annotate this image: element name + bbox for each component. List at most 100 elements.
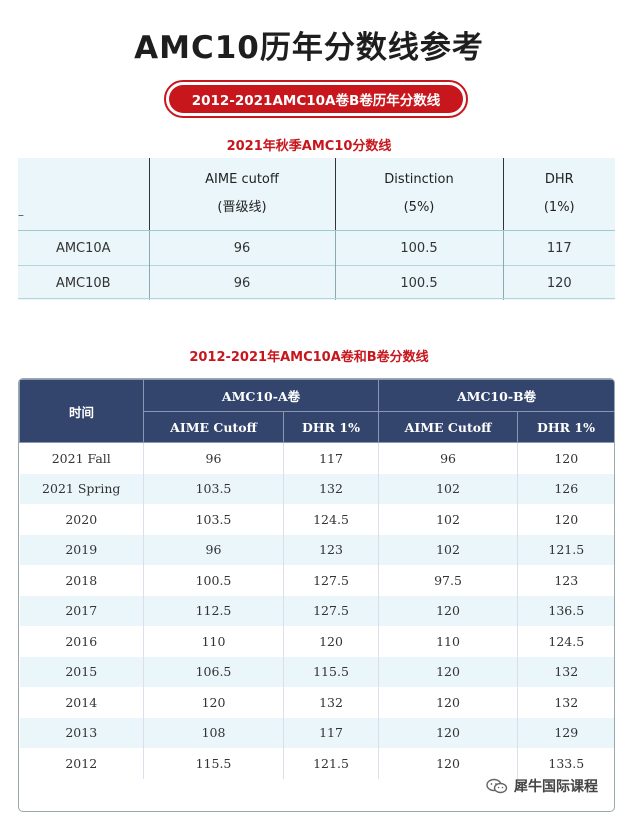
cell-time: 2021 Fall <box>19 442 144 474</box>
cell-b-dhr: 124.5 <box>517 626 614 657</box>
table-row: AMC10A 96 100.5 117 <box>18 230 615 266</box>
section2-heading: 2012-2021年AMC10A卷和B卷分数线 <box>189 350 429 365</box>
cell-a-aime: 110 <box>143 626 284 657</box>
cell-time: 2019 <box>19 534 144 565</box>
cell-a-dhr: 127.5 <box>282 595 379 626</box>
a-dhr-header: DHR 1% <box>282 411 380 443</box>
a-aime-header: AIME Cutoff <box>143 411 284 443</box>
cell-distinction: 100.5 <box>334 230 503 266</box>
cell-a-dhr: 115.5 <box>282 656 379 687</box>
watermark: 犀牛国际课程 <box>486 776 598 796</box>
cell-b-aime: 120 <box>378 687 518 718</box>
cell-a-aime: 115.5 <box>143 748 284 779</box>
cell-b-dhr: 132 <box>517 656 614 687</box>
fall-2021-table: – AIME cutoff (晋级线) Distinction (5%) DHR… <box>18 158 615 300</box>
wechat-icon <box>486 778 508 794</box>
cell-time: 2015 <box>19 656 144 687</box>
cell-time: 2016 <box>19 626 144 657</box>
cell-time: 2012 <box>19 748 144 779</box>
table-header-row: – AIME cutoff (晋级线) Distinction (5%) DHR… <box>18 158 615 231</box>
corner-cell: – <box>18 158 149 231</box>
cell-a-dhr: 117 <box>282 442 379 474</box>
group-a-header: AMC10-A卷 <box>142 379 380 412</box>
table-row: AMC10B 96 100.5 120 <box>18 265 615 300</box>
table-row: 2021 Fall 96 117 96 120 <box>19 442 614 474</box>
table-row: 2020 103.5 124.5 102 120 <box>19 504 614 535</box>
cell-distinction: 100.5 <box>334 265 503 300</box>
cell-a-dhr: 132 <box>282 473 379 504</box>
cell-b-aime: 102 <box>378 504 518 535</box>
time-header: 时间 <box>19 379 144 443</box>
b-dhr-header: DHR 1% <box>517 411 614 443</box>
history-table: 时间 AMC10-A卷 AMC10-B卷 AIME Cutoff DHR 1% … <box>19 379 614 779</box>
cell-aime: 96 <box>148 230 335 266</box>
watermark-text: 犀牛国际课程 <box>514 779 598 795</box>
cell-time: 2021 Spring <box>19 473 144 504</box>
cell-aime: 96 <box>148 265 335 300</box>
sub-header-row: AIME Cutoff DHR 1% AIME Cutoff DHR 1% <box>20 411 614 443</box>
cell-time: 2018 <box>19 565 144 596</box>
cell-a-aime: 103.5 <box>143 473 284 504</box>
cell-b-aime: 96 <box>378 442 518 474</box>
cell-a-dhr: 124.5 <box>282 504 379 535</box>
cell-b-dhr: 132 <box>517 687 614 718</box>
cell-b-dhr: 129 <box>517 717 614 748</box>
cell-b-aime: 110 <box>378 626 518 657</box>
table-row: 2017 112.5 127.5 120 136.5 <box>19 595 614 626</box>
col-header-distinction: Distinction (5%) <box>334 158 503 231</box>
title-banner: 2012-2021AMC10A卷B卷历年分数线 <box>164 80 468 118</box>
cell-b-aime: 97.5 <box>378 565 518 596</box>
table-row: 2016 110 120 110 124.5 <box>19 626 614 657</box>
banner-text: 2012-2021AMC10A卷B卷历年分数线 <box>169 85 463 113</box>
cell-a-dhr: 117 <box>282 717 379 748</box>
cell-a-aime: 100.5 <box>143 565 284 596</box>
cell-b-dhr: 136.5 <box>517 595 614 626</box>
cell-b-aime: 120 <box>378 595 518 626</box>
cell-b-aime: 102 <box>378 534 518 565</box>
cell-a-aime: 108 <box>143 717 284 748</box>
cell-a-aime: 96 <box>143 442 284 474</box>
col-header-dhr: DHR (1%) <box>502 158 615 231</box>
group-b-header: AMC10-B卷 <box>378 379 614 412</box>
cell-b-aime: 120 <box>378 748 518 779</box>
section1-heading: 2021年秋季AMC10分数线 <box>226 139 392 154</box>
col-header-aime: AIME cutoff (晋级线) <box>148 158 335 231</box>
cell-a-dhr: 120 <box>282 626 379 657</box>
cell-a-dhr: 132 <box>282 687 379 718</box>
cell-b-dhr: 126 <box>517 473 614 504</box>
cell-time: 2020 <box>19 504 144 535</box>
cell-time: 2017 <box>19 595 144 626</box>
row-name: AMC10A <box>18 230 149 266</box>
cell-dhr: 120 <box>502 265 615 300</box>
cell-a-aime: 103.5 <box>143 504 284 535</box>
cell-time: 2014 <box>19 687 144 718</box>
history-table-frame: 时间 AMC10-A卷 AMC10-B卷 AIME Cutoff DHR 1% … <box>18 378 615 812</box>
cell-b-aime: 120 <box>378 656 518 687</box>
cell-time: 2013 <box>19 717 144 748</box>
page-title: AMC10历年分数线参考 <box>134 30 484 66</box>
table-row: 2013 108 117 120 129 <box>19 717 614 748</box>
cell-a-dhr: 127.5 <box>282 565 379 596</box>
cell-a-dhr: 121.5 <box>282 748 379 779</box>
cell-a-aime: 106.5 <box>143 656 284 687</box>
cell-b-aime: 102 <box>378 473 518 504</box>
table-row: 2019 96 123 102 121.5 <box>19 534 614 565</box>
cell-a-aime: 96 <box>143 534 284 565</box>
table-row: 2018 100.5 127.5 97.5 123 <box>19 565 614 596</box>
table-row: 2012 115.5 121.5 120 133.5 <box>19 748 614 779</box>
cell-b-aime: 120 <box>378 717 518 748</box>
b-aime-header: AIME Cutoff <box>378 411 519 443</box>
cell-b-dhr: 133.5 <box>517 748 614 779</box>
cell-b-dhr: 123 <box>517 565 614 596</box>
table-divider <box>18 298 615 299</box>
table-row: 2021 Spring 103.5 132 102 126 <box>19 473 614 504</box>
cell-dhr: 117 <box>502 230 615 266</box>
table-row: 2014 120 132 120 132 <box>19 687 614 718</box>
cell-a-aime: 120 <box>143 687 284 718</box>
group-header-row: 时间 AMC10-A卷 AMC10-B卷 <box>19 379 614 443</box>
cell-b-dhr: 121.5 <box>517 534 614 565</box>
table-row: 2015 106.5 115.5 120 132 <box>19 656 614 687</box>
row-name: AMC10B <box>18 265 149 300</box>
cell-a-aime: 112.5 <box>143 595 284 626</box>
cell-b-dhr: 120 <box>517 442 614 474</box>
